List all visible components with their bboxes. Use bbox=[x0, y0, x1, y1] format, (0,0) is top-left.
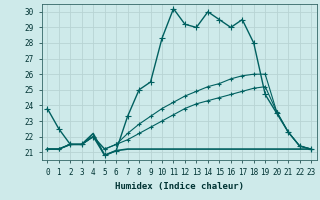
X-axis label: Humidex (Indice chaleur): Humidex (Indice chaleur) bbox=[115, 182, 244, 191]
